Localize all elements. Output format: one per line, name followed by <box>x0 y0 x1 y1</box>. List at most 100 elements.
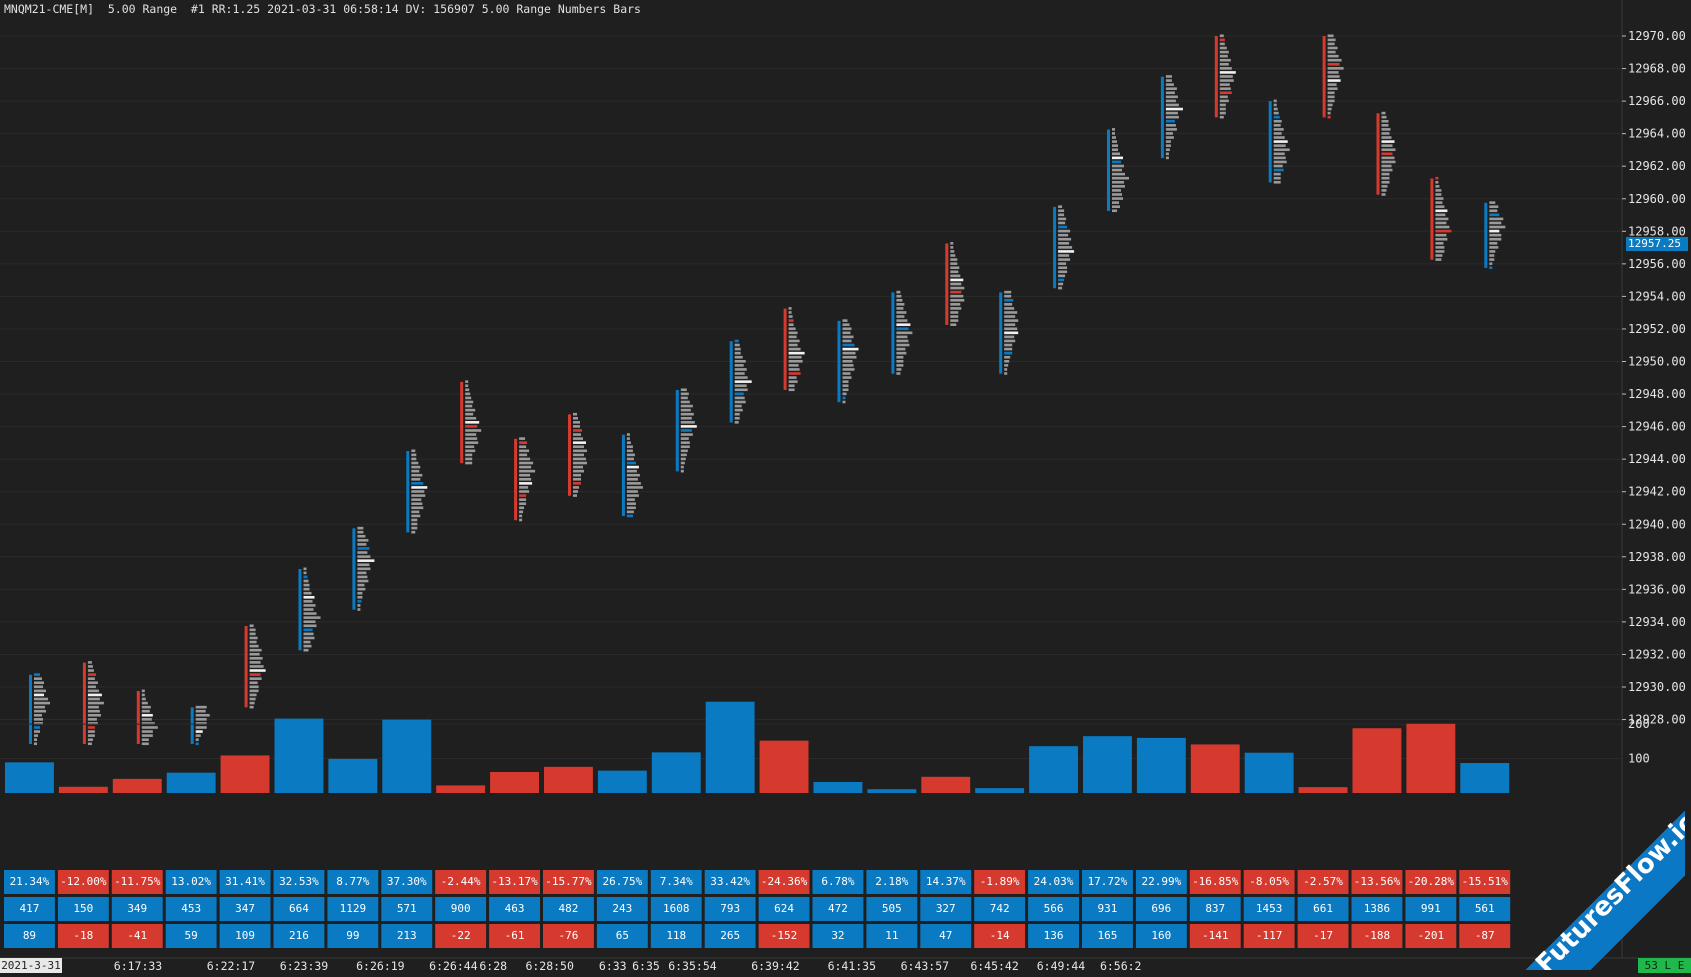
footprint-level <box>357 551 368 554</box>
footprint-level <box>734 400 746 404</box>
table-cell-value: 991 <box>1421 902 1441 915</box>
table-cell <box>1028 924 1079 948</box>
footprint-level <box>788 360 803 363</box>
footprint-level <box>1273 172 1281 176</box>
footprint-level <box>1004 368 1008 371</box>
footprint-level <box>1327 67 1344 70</box>
footprint-level <box>1219 115 1224 119</box>
footprint-level <box>896 355 904 359</box>
table-cell <box>165 897 217 921</box>
price-tick-label: 12960.00 <box>1628 192 1686 206</box>
table-cell-value: 664 <box>289 902 309 915</box>
footprint-level <box>141 709 150 713</box>
table-cell <box>435 870 487 894</box>
table-cell <box>1189 924 1241 948</box>
price-tick-label: 12954.00 <box>1628 289 1686 303</box>
status-badge[interactable]: 53 L E <box>1638 958 1691 973</box>
footprint-level <box>1381 168 1393 172</box>
price-tick-label: 12946.00 <box>1628 420 1686 434</box>
footprint-level <box>1327 50 1336 54</box>
table-cell-value: 22.99% <box>1141 875 1181 888</box>
footprint-level <box>734 408 743 412</box>
volume-bar <box>274 718 324 793</box>
footprint-level <box>1489 242 1498 245</box>
footprint-level <box>1435 193 1442 196</box>
footprint-level <box>34 673 40 676</box>
bar-range-line <box>1484 202 1488 268</box>
footprint-level <box>357 543 367 546</box>
footprint-level <box>1004 294 1012 298</box>
table-cell-value: 463 <box>505 902 525 915</box>
footprint-level <box>1219 111 1226 115</box>
footprint-level <box>411 494 426 497</box>
footprint-level <box>950 266 960 270</box>
footprint-level <box>1219 38 1225 42</box>
footprint-level <box>734 388 748 392</box>
table-cell-value: -188 <box>1364 929 1391 942</box>
volume-bar <box>382 719 432 793</box>
footprint-level <box>141 734 153 737</box>
footprint-level <box>680 429 692 432</box>
table-cell <box>1135 897 1187 921</box>
footprint-level <box>303 595 315 599</box>
footprint-level <box>788 339 800 343</box>
footprint-level <box>680 400 690 404</box>
footprint-level <box>1435 189 1442 192</box>
volume-tick-label: 200 <box>1628 717 1650 731</box>
footprint-level <box>788 331 798 335</box>
table-cell-value: -61 <box>505 929 525 942</box>
footprint-level <box>1219 75 1233 78</box>
footprint-level <box>950 319 959 322</box>
footprint-level <box>87 697 100 701</box>
footprint-level <box>1273 107 1278 111</box>
volume-bar <box>1352 728 1402 793</box>
bar-range-line <box>352 528 356 610</box>
footprint-level <box>1489 258 1495 261</box>
footprint-level <box>519 494 527 497</box>
footprint-level <box>680 437 689 440</box>
footprint-level <box>573 477 581 481</box>
footprint-level <box>87 738 93 741</box>
table-cell-value: -20.28% <box>1408 875 1455 888</box>
footprint-level <box>1004 327 1018 331</box>
footprint-level <box>896 307 904 310</box>
table-cell-value: -18 <box>73 929 93 942</box>
footprint-level <box>896 290 901 294</box>
footprint-level <box>357 539 369 542</box>
footprint-level <box>1004 303 1013 306</box>
table-cell-value: -41 <box>127 929 147 942</box>
footprint-level <box>1004 347 1013 351</box>
footprint-level <box>1435 242 1444 245</box>
table-cell-value: -76 <box>559 929 579 942</box>
footprint-level <box>950 250 955 253</box>
footprint-level <box>34 701 50 705</box>
volume-bar <box>1029 746 1078 793</box>
footprint-level <box>87 669 94 672</box>
footprint-level <box>87 665 93 668</box>
footprint-level <box>842 327 852 331</box>
footprint-level <box>1273 115 1280 119</box>
table-cell-value: 265 <box>720 929 740 942</box>
footprint-level <box>249 657 263 660</box>
footprint-level <box>249 652 260 656</box>
footprint-level <box>1165 99 1176 103</box>
table-cell-value: 99 <box>346 929 359 942</box>
table-cell <box>165 870 217 894</box>
footprint-level <box>1112 136 1116 139</box>
footprint-level <box>1489 217 1504 221</box>
volume-bar <box>544 766 593 793</box>
footprint-level <box>1327 46 1338 50</box>
table-cell <box>165 924 217 948</box>
footprint-level <box>87 693 102 697</box>
footprint-level <box>357 530 364 534</box>
footprint-level <box>519 502 527 506</box>
footprint-level <box>1058 258 1071 261</box>
footprint-level <box>1435 237 1448 241</box>
table-cell-value: 624 <box>774 902 794 915</box>
footprint-level <box>1058 225 1068 229</box>
footprint-level <box>249 665 264 668</box>
footprint-level <box>734 372 745 375</box>
footprint-level <box>357 547 370 550</box>
